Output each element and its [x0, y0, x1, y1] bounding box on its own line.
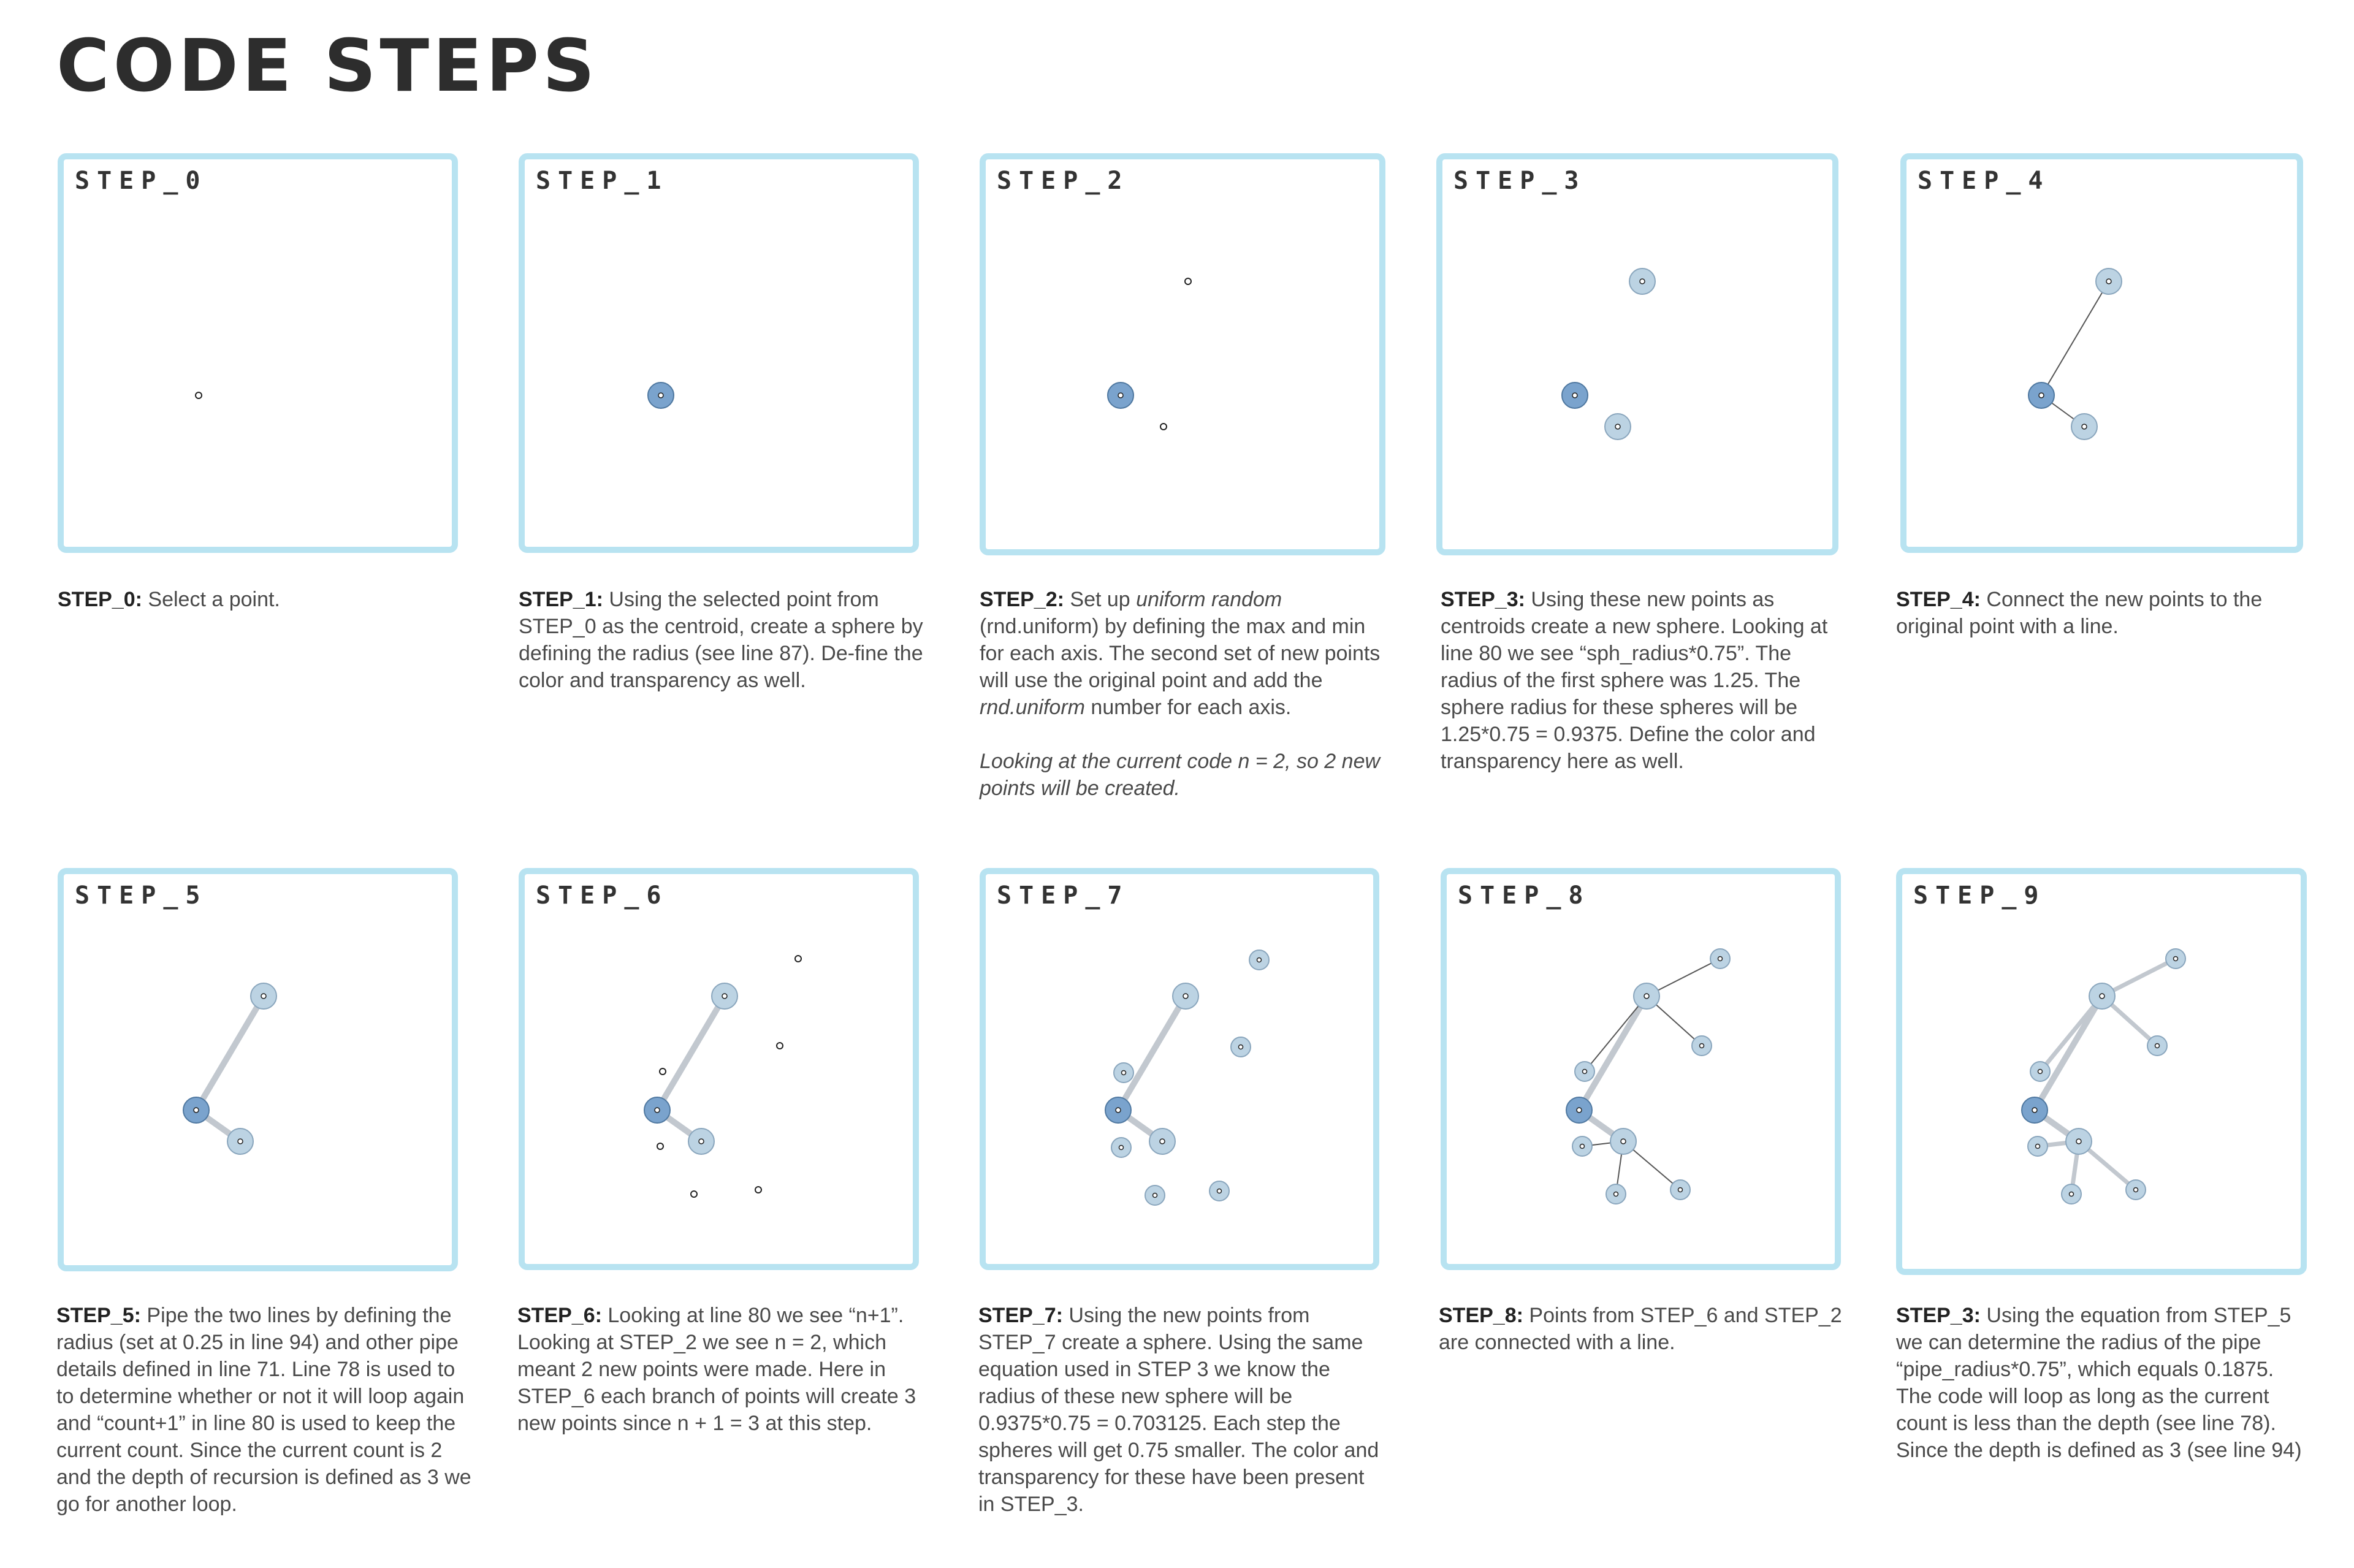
- panel-step-9: STEP_9: [1896, 868, 2307, 1275]
- step-9-description: STEP_3: Using the equation from STEP_5 w…: [1896, 1304, 2302, 1462]
- root-point: [658, 392, 664, 398]
- grandchild-spheres: [1572, 948, 1731, 1205]
- step-0-description: STEP_0: Select a point.: [58, 588, 280, 611]
- step-label: STEP_4: [1918, 167, 2051, 195]
- step-0-diagram: [195, 392, 202, 399]
- panel-step-2: STEP_2: [980, 153, 1385, 555]
- page-title: CODE STEPS: [56, 23, 599, 108]
- new-point: [1184, 278, 1192, 285]
- step-1-diagram: [647, 382, 674, 409]
- step-5-diagram: [183, 983, 277, 1155]
- step-7-diagram: [1105, 950, 1270, 1206]
- new-point: [755, 1186, 762, 1193]
- panel-step-0: STEP_0: [58, 153, 458, 553]
- panel-step-7: STEP_7: [980, 868, 1379, 1270]
- step-label: STEP_5: [75, 881, 208, 910]
- new-point: [659, 1068, 666, 1075]
- step-label: STEP_8: [1458, 881, 1591, 910]
- panel-step-4: STEP_4: [1900, 153, 2303, 553]
- new-point: [776, 1042, 783, 1049]
- new-point: [657, 1143, 664, 1150]
- panel-step-5: STEP_5: [58, 868, 458, 1271]
- grandchild-spheres: [2027, 948, 2186, 1205]
- root-point: [195, 392, 202, 399]
- step-label: STEP_6: [536, 881, 669, 910]
- step-label: STEP_2: [997, 167, 1130, 195]
- panel-step-1: STEP_1: [519, 153, 919, 553]
- new-point: [690, 1190, 698, 1198]
- panel-step-3: STEP_3: [1436, 153, 1838, 555]
- step-5-description: STEP_5: Pipe the two lines by defining t…: [56, 1304, 471, 1516]
- panel-step-6: STEP_6: [519, 868, 919, 1270]
- panel-step-8: STEP_8: [1441, 868, 1841, 1270]
- step-3-description: STEP_3: Using these new points as centro…: [1441, 588, 1828, 773]
- step-9-diagram: [2021, 948, 2186, 1205]
- root-point: [1118, 392, 1124, 398]
- step-label: STEP_9: [1913, 881, 2046, 910]
- step-6-description: STEP_6: Looking at line 80 we see “n+1”.…: [517, 1304, 916, 1435]
- grandchild-spheres: [1111, 950, 1270, 1206]
- step-8-description: STEP_8: Points from STEP_6 and STEP_2 ar…: [1439, 1304, 1842, 1354]
- step-2-description: STEP_2: Set up uniform random (rnd.unifo…: [980, 588, 1381, 800]
- step-label: STEP_7: [997, 881, 1130, 910]
- step-4-diagram: [2028, 268, 2122, 440]
- step-label: STEP_1: [536, 167, 669, 195]
- step-6-diagram: [644, 955, 802, 1198]
- step-3-diagram: [1561, 268, 1656, 440]
- step-1-description: STEP_1: Using the selected point from ST…: [519, 588, 923, 692]
- step-label: STEP_3: [1453, 167, 1586, 195]
- step-4-description: STEP_4: Connect the new points to the or…: [1896, 588, 2263, 638]
- step-8-diagram: [1566, 948, 1731, 1205]
- step-7-description: STEP_7: Using the new points from STEP_7…: [978, 1304, 1379, 1516]
- new-point: [794, 955, 802, 962]
- step-label: STEP_0: [75, 167, 208, 195]
- step-2-diagram: [1107, 278, 1192, 430]
- new-point: [1160, 423, 1167, 430]
